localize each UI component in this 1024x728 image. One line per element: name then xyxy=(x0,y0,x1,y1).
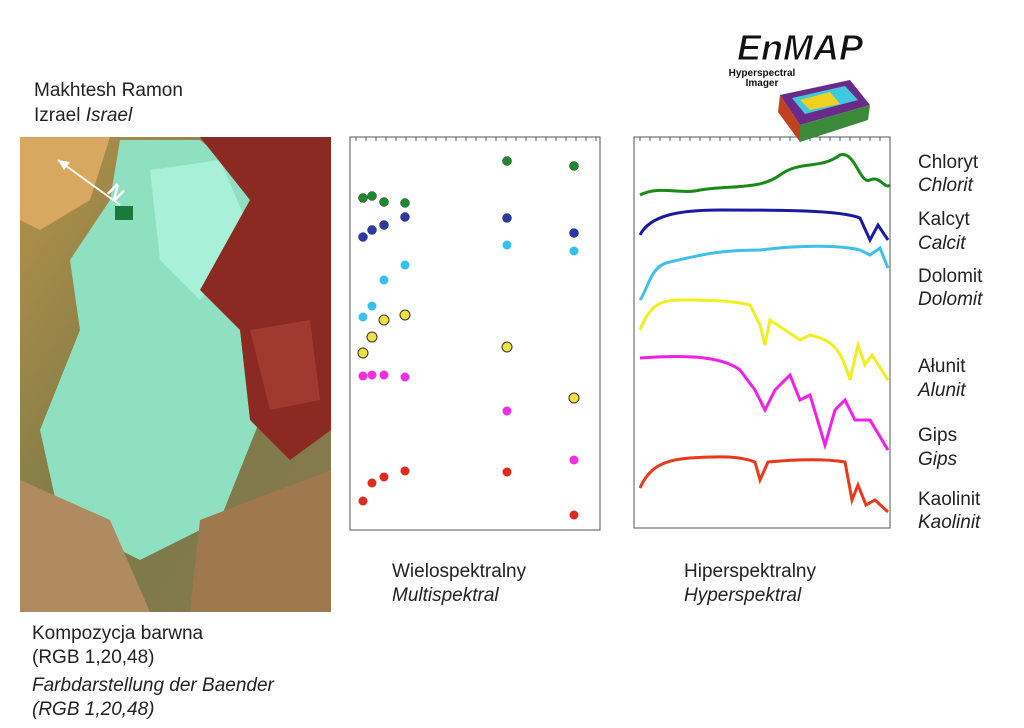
caption: Kompozycja barwna xyxy=(32,623,204,644)
location-name: Makhtesh Ramon xyxy=(34,80,183,101)
mineral-label: Calcit xyxy=(918,233,966,254)
mineral-label: Gips xyxy=(918,449,958,470)
mineral-label: Gips xyxy=(918,425,958,446)
logo-subtitle: Hyperspectral xyxy=(729,68,796,79)
multispectral-panel xyxy=(349,136,601,531)
mineral-label: Ałunit xyxy=(918,356,966,377)
hyperspectral-panel xyxy=(355,136,892,529)
caption: (RGB 1,20,48) xyxy=(32,647,155,668)
mineral-label: Chloryt xyxy=(918,152,979,173)
location-country: Izrael Israel xyxy=(34,104,132,127)
mineral-label: Dolomit xyxy=(918,289,983,310)
satellite-image xyxy=(20,137,331,612)
enmap-logo: EnMAP Hyperspectral Imager xyxy=(729,27,870,142)
mineral-label: Alunit xyxy=(918,380,966,401)
panel-label: Wielospektralny xyxy=(392,561,527,582)
mineral-label: Dolomit xyxy=(918,266,983,287)
logo-title: EnMAP xyxy=(737,27,864,68)
country-de: Israel xyxy=(85,105,133,126)
panel-label: Hyperspektral xyxy=(684,585,802,606)
mineral-label: Kaolinit xyxy=(918,512,981,533)
mineral-label: Kaolinit xyxy=(918,489,981,510)
caption: (RGB 1,20,48) xyxy=(32,699,155,720)
mineral-label: Kalcyt xyxy=(918,209,970,230)
caption: Farbdarstellung der Baender xyxy=(32,675,274,696)
panel-label: Hiperspektralny xyxy=(684,561,816,582)
logo-subtitle: Imager xyxy=(746,78,779,89)
panel-label: Multispektral xyxy=(392,585,499,606)
mineral-label: Chlorit xyxy=(918,175,973,196)
country-pl: Izrael xyxy=(34,105,81,126)
